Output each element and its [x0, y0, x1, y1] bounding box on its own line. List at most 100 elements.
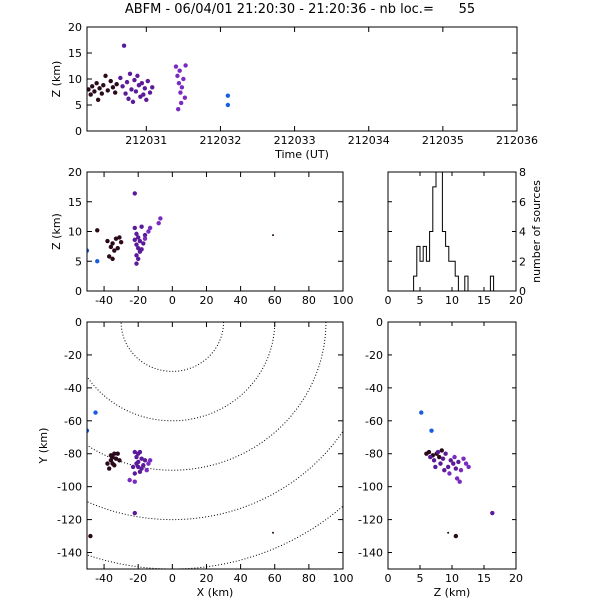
data-point: [179, 85, 185, 90]
data-point: [134, 242, 139, 247]
data-point: [118, 240, 124, 245]
data-point: [147, 90, 153, 95]
data-point: [181, 76, 186, 82]
data-point: [136, 464, 141, 470]
x-tick-label: 80: [302, 294, 316, 307]
data-point: [447, 531, 450, 534]
y-tick-label: 10: [68, 226, 82, 239]
data-point: [132, 77, 137, 83]
data-point: [112, 451, 117, 456]
y-tick-label: 0: [376, 316, 383, 329]
data-point: [440, 456, 446, 461]
y-tick-label: -100: [358, 481, 383, 494]
data-point: [108, 244, 114, 250]
x-tick-label: 15: [477, 294, 491, 307]
data-point: [110, 461, 115, 466]
x-tick-label: 100: [333, 572, 354, 585]
scatter-points: [87, 191, 275, 266]
data-point: [419, 410, 424, 415]
data-point: [108, 453, 114, 458]
data-point: [94, 80, 99, 86]
data-point: [115, 451, 120, 456]
panel-xy: -40 -20 0 20 40 60 80 100 -140 -120 -100 -80 -60 -40 -…: [37, 316, 354, 599]
data-point: [132, 510, 137, 516]
x-tick-label: 212034: [348, 134, 390, 147]
data-point: [103, 73, 108, 79]
y-tick-label: -100: [57, 481, 82, 494]
data-point: [113, 236, 119, 241]
data-point: [136, 235, 141, 240]
data-point: [126, 96, 131, 101]
y-tick-label: 0: [519, 285, 526, 298]
data-point: [438, 461, 443, 466]
data-point: [144, 468, 149, 473]
data-point: [87, 87, 91, 92]
x-tick-label: 15: [477, 572, 491, 585]
x-tick-label: 212031: [125, 134, 167, 147]
data-point: [448, 458, 453, 463]
data-point: [453, 533, 459, 539]
x-tick-label: 0: [385, 572, 392, 585]
data-point: [117, 458, 122, 463]
y-tick-label: 0: [75, 125, 82, 138]
data-point: [105, 88, 110, 93]
y-tick-label: -120: [358, 514, 383, 527]
data-point: [106, 254, 112, 259]
data-point: [435, 449, 441, 455]
data-point: [118, 75, 123, 81]
data-point: [139, 466, 144, 471]
scatter-points: [87, 43, 231, 112]
data-point: [454, 476, 460, 481]
data-point: [105, 238, 110, 244]
x-axis-title: X (km): [197, 586, 234, 599]
data-point: [137, 469, 143, 475]
y-tick-label: 5: [75, 99, 82, 112]
data-point: [426, 449, 432, 455]
data-point: [142, 236, 148, 241]
data-point: [452, 454, 457, 460]
x-tick-label: 10: [445, 294, 459, 307]
y-tick-label: -40: [64, 382, 82, 395]
y-tick-label: -60: [365, 415, 383, 428]
y-tick-label: 8: [519, 166, 526, 179]
y-tick-label: -20: [365, 349, 383, 362]
panel-zy: 0 5 10 15 20 -140 -120 -100 -80 -60 -40 -20 0 Z (km): [358, 316, 523, 599]
data-point: [439, 448, 444, 453]
plot-frame: [387, 171, 517, 292]
x-tick-label: 212036: [496, 134, 538, 147]
data-point: [461, 456, 466, 461]
data-point: [132, 225, 137, 231]
x-tick-label: 20: [509, 294, 523, 307]
x-tick-label: 0: [169, 572, 176, 585]
x-tick-label: 40: [234, 572, 248, 585]
x-tick-label: 20: [509, 572, 523, 585]
data-point: [466, 464, 471, 470]
y-tick-label: -120: [57, 514, 82, 527]
y-tick-label: -40: [365, 382, 383, 395]
data-point: [145, 78, 150, 84]
range-ring: [87, 430, 343, 521]
plot-frame: [86, 26, 518, 132]
x-tick-label: -20: [129, 572, 147, 585]
data-point: [225, 102, 231, 108]
y-tick-label: 4: [519, 226, 526, 239]
data-point: [105, 461, 110, 466]
x-tick-label: 100: [333, 294, 354, 307]
data-point: [175, 106, 181, 112]
plot-frame: [387, 321, 517, 570]
data-point: [146, 229, 151, 234]
data-point: [141, 241, 146, 246]
data-point: [99, 91, 105, 96]
panel-time_height: 212031 212032 212033 212034 212035 212036 0 5 10…: [50, 21, 538, 161]
scatter-points: [419, 410, 495, 539]
y-tick-label: 0: [75, 316, 82, 329]
data-point: [132, 471, 137, 476]
data-point: [272, 531, 275, 534]
data-point: [121, 43, 127, 48]
panel-xz: -40 -20 0 20 40 60 80 100 0 5 10 15 20 Z (km): [50, 166, 354, 307]
data-point: [147, 225, 153, 231]
y-axis-title: Y (km): [37, 428, 50, 465]
data-point: [443, 451, 448, 456]
x-tick-label: -20: [129, 294, 147, 307]
